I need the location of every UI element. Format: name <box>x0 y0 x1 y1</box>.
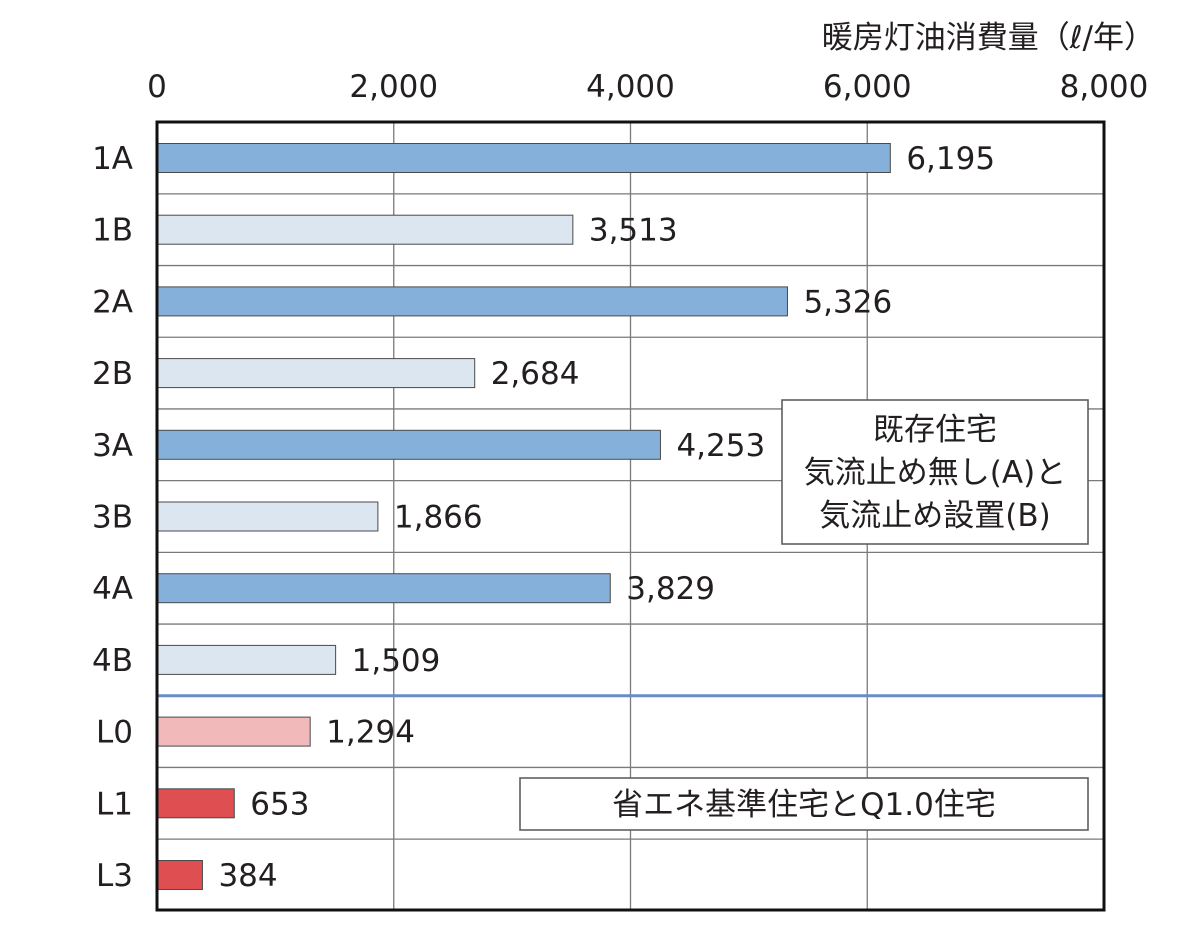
x-tick-label: 4,000 <box>586 69 675 105</box>
bar-l1 <box>156 788 235 819</box>
value-label: 6,195 <box>906 141 995 177</box>
plot-frame <box>155 120 1106 912</box>
category-labels: 1A 1B 2A 2B 3A 3B 4A 4B L0 L1 L3 <box>92 141 133 894</box>
category-label: L1 <box>96 786 133 822</box>
category-label: L3 <box>96 858 133 894</box>
bar-2a <box>156 286 788 317</box>
x-tick-label: 2,000 <box>349 69 438 105</box>
annotation-text: 気流止め無し(A)と <box>804 455 1066 491</box>
x-tick-label: 0 <box>147 69 167 105</box>
value-label: 1,509 <box>352 643 441 679</box>
value-label: 1,294 <box>326 715 415 751</box>
category-label: 1B <box>92 213 133 249</box>
annotation-text: 気流止め設置(B) <box>819 498 1050 534</box>
annotation-text: 省エネ基準住宅とQ1.0住宅 <box>612 787 996 823</box>
x-tick-labels: 0 2,000 4,000 6,000 8,000 <box>147 69 1148 105</box>
category-label: 1A <box>92 141 133 177</box>
value-label: 2,684 <box>491 356 580 392</box>
category-label: 2B <box>92 356 133 392</box>
category-label: 2A <box>92 284 133 320</box>
value-label: 384 <box>218 858 277 894</box>
bar-3a <box>156 429 661 460</box>
value-label: 3,829 <box>626 571 715 607</box>
bar-2b <box>156 358 476 389</box>
bar-l0 <box>156 716 311 747</box>
value-labels: 6,195 3,513 5,326 2,684 4,253 1,866 3,829 1,509… <box>218 141 995 894</box>
category-label: L0 <box>96 715 133 751</box>
bar-4b <box>156 644 337 675</box>
x-tick-label: 6,000 <box>823 69 912 105</box>
category-label: 3A <box>92 428 133 464</box>
category-label: 4A <box>92 571 133 607</box>
category-label: 3B <box>92 500 133 536</box>
bar-4a <box>156 573 611 604</box>
annotation-box <box>519 777 1089 831</box>
bar-1b <box>156 214 574 245</box>
value-label: 4,253 <box>676 428 765 464</box>
value-label: 3,513 <box>589 213 678 249</box>
bar-3b <box>156 501 379 532</box>
annotation-box <box>781 399 1089 545</box>
annotation-text: 既存住宅 <box>873 412 997 448</box>
value-label: 653 <box>250 786 309 822</box>
category-label: 4B <box>92 643 133 679</box>
grid <box>157 122 1104 910</box>
value-label: 5,326 <box>803 284 892 320</box>
bars <box>156 143 891 890</box>
bar-1a <box>156 143 891 173</box>
bar-l3 <box>156 860 203 890</box>
x-tick-label: 8,000 <box>1060 69 1149 105</box>
value-label: 1,866 <box>394 500 483 536</box>
axis-title: 暖房灯油消費量（ℓ/年） <box>822 20 1155 56</box>
